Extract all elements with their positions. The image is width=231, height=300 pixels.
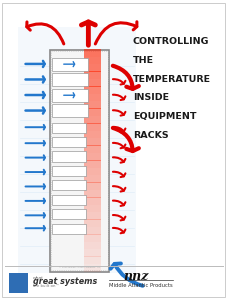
Bar	[84, 108, 101, 116]
Bar	[84, 71, 101, 79]
Bar	[52, 122, 86, 133]
Bar	[84, 182, 101, 190]
Bar	[84, 101, 101, 109]
Text: CONTROLLING: CONTROLLING	[133, 38, 209, 46]
Bar	[52, 195, 86, 205]
Bar	[52, 166, 86, 176]
Bar	[52, 104, 88, 117]
Bar	[84, 138, 101, 146]
Bar	[84, 175, 101, 183]
Bar	[84, 190, 101, 197]
Bar	[52, 137, 86, 147]
Bar	[52, 89, 88, 102]
Bar	[52, 152, 86, 162]
Text: © 2012 Middle Atlantic Products, Inc.: © 2012 Middle Atlantic Products, Inc.	[59, 266, 100, 268]
Bar	[84, 234, 101, 242]
Text: nnz: nnz	[124, 270, 149, 283]
Bar	[84, 94, 101, 101]
Text: THE: THE	[133, 56, 154, 65]
Text: Middle Atlantic Products: Middle Atlantic Products	[109, 283, 173, 288]
Bar	[84, 123, 101, 131]
Bar	[84, 256, 101, 264]
Bar	[84, 197, 101, 205]
Bar	[84, 146, 101, 153]
Bar	[84, 219, 101, 227]
Bar	[84, 212, 101, 220]
Bar	[84, 242, 101, 249]
Text: what: what	[33, 276, 44, 280]
Bar	[84, 79, 101, 86]
Bar	[84, 264, 101, 272]
Text: INSIDE: INSIDE	[133, 93, 169, 102]
Bar	[52, 58, 88, 70]
Bar	[84, 86, 101, 94]
Bar	[84, 168, 101, 175]
Bar	[52, 209, 86, 219]
Bar	[52, 180, 86, 190]
Bar	[84, 205, 101, 212]
Bar	[84, 249, 101, 257]
Bar	[52, 73, 88, 86]
Text: are built on™: are built on™	[33, 284, 59, 288]
Bar	[84, 116, 101, 124]
Bar	[84, 64, 101, 72]
Bar	[51, 51, 108, 270]
Text: great systems: great systems	[33, 278, 97, 286]
Bar	[84, 160, 101, 168]
Bar	[84, 130, 101, 138]
Text: RACKS: RACKS	[133, 130, 169, 140]
Bar	[84, 57, 101, 64]
Text: TEMPERATURE: TEMPERATURE	[133, 75, 211, 84]
Text: EQUIPMENT: EQUIPMENT	[133, 112, 196, 121]
Bar	[84, 153, 101, 160]
Bar	[18, 27, 136, 273]
Bar	[50, 50, 109, 272]
Bar	[84, 49, 101, 57]
Bar	[84, 227, 101, 235]
Bar	[9, 273, 28, 292]
Bar	[52, 224, 86, 234]
